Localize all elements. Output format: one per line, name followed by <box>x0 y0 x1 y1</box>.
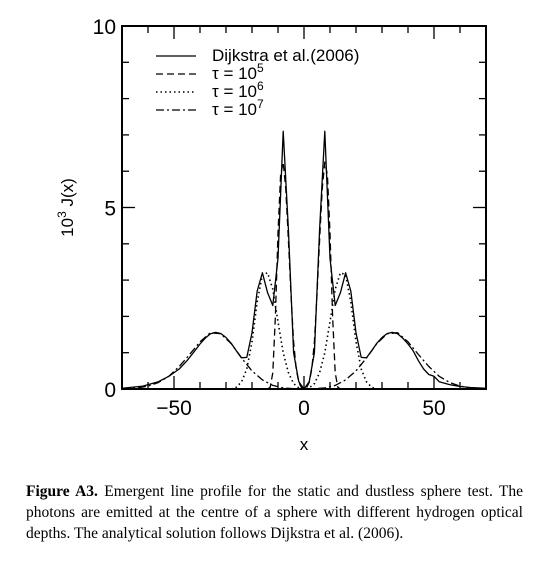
legend-label: τ = 106 <box>212 79 264 101</box>
y-tick-label: 10 <box>93 16 116 39</box>
y-axis-title-rest: J(x) <box>58 178 77 211</box>
series-group <box>121 130 487 390</box>
y-tick-label: 0 <box>104 379 116 402</box>
series-line-solid <box>121 130 487 390</box>
x-tick-label: 0 <box>298 397 310 420</box>
axis-ticks <box>122 25 486 390</box>
series-line-dashed <box>267 161 341 390</box>
y-tick-label: 5 <box>104 198 116 221</box>
x-tick-label: −50 <box>156 397 192 420</box>
figure-caption: Figure A3. Emergent line profile for the… <box>26 481 523 544</box>
legend-label: τ = 105 <box>212 61 264 83</box>
legend-label: τ = 107 <box>212 97 264 119</box>
legend-label: Dijkstra et al.(2006) <box>212 46 359 65</box>
x-tick-label: 50 <box>422 397 445 420</box>
caption-text: Emergent line profile for the static and… <box>26 483 524 542</box>
plot-frame <box>121 25 487 390</box>
y-axis-title-base: 10 <box>58 218 77 237</box>
caption-label: Figure A3. <box>26 483 98 500</box>
tick-labels: −50 0 50 0 5 10 <box>93 16 446 420</box>
y-axis-title: 103 J(x) <box>55 178 77 237</box>
series-line-dotted <box>230 272 378 390</box>
series-line-dashdot <box>121 332 487 390</box>
y-axis-title-exp: 3 <box>55 211 69 218</box>
x-axis-title: x <box>300 435 309 454</box>
